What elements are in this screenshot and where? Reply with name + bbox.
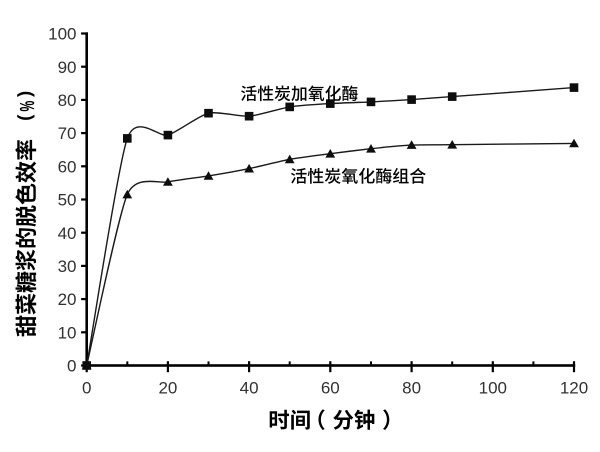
svg-text:60: 60 — [321, 378, 340, 397]
svg-text:0: 0 — [82, 378, 91, 397]
svg-text:40: 40 — [58, 224, 77, 243]
svg-text:20: 20 — [58, 290, 77, 309]
svg-text:70: 70 — [58, 124, 77, 143]
svg-text:120: 120 — [560, 378, 588, 397]
svg-text:0: 0 — [67, 357, 76, 376]
svg-text:90: 90 — [58, 58, 77, 77]
svg-text:80: 80 — [402, 378, 421, 397]
svg-text:40: 40 — [240, 378, 259, 397]
svg-text:30: 30 — [58, 257, 77, 276]
svg-text:60: 60 — [58, 157, 77, 176]
svg-text:100: 100 — [479, 378, 507, 397]
svg-text:100: 100 — [48, 25, 76, 44]
svg-text:50: 50 — [58, 191, 77, 210]
svg-text:80: 80 — [58, 91, 77, 110]
svg-text:10: 10 — [58, 323, 77, 342]
svg-text:20: 20 — [158, 378, 177, 397]
